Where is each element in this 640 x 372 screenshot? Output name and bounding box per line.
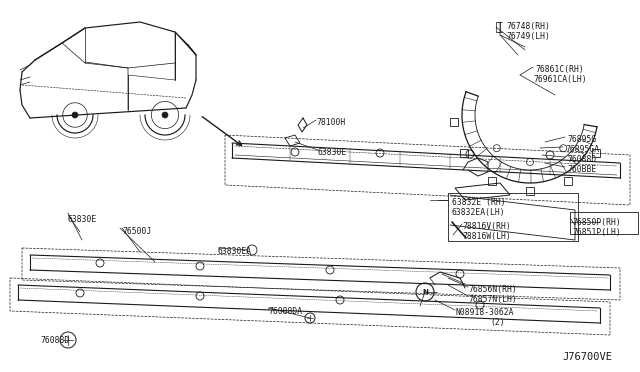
Bar bbox=[451, 118, 458, 126]
Text: (2): (2) bbox=[490, 318, 504, 327]
Text: 76500J: 76500J bbox=[122, 227, 151, 236]
Text: 76088D: 76088D bbox=[40, 336, 69, 345]
Text: 76748(RH): 76748(RH) bbox=[506, 22, 550, 31]
Circle shape bbox=[72, 112, 78, 118]
Text: 76850P(RH): 76850P(RH) bbox=[572, 218, 621, 227]
Bar bbox=[526, 187, 534, 195]
Text: 76088DA: 76088DA bbox=[268, 307, 302, 316]
Text: N: N bbox=[422, 289, 428, 295]
Text: 76895G: 76895G bbox=[567, 135, 596, 144]
Text: 63832EA(LH): 63832EA(LH) bbox=[452, 208, 506, 217]
Circle shape bbox=[162, 112, 168, 118]
Bar bbox=[460, 149, 468, 157]
Text: 76895GA: 76895GA bbox=[565, 145, 599, 154]
Text: 78100H: 78100H bbox=[316, 118, 345, 127]
Bar bbox=[488, 177, 496, 185]
Text: 63830E: 63830E bbox=[318, 148, 348, 157]
Text: 63832E (RH): 63832E (RH) bbox=[452, 198, 506, 207]
Text: 76851P(LH): 76851P(LH) bbox=[572, 228, 621, 237]
Text: 76749(LH): 76749(LH) bbox=[506, 32, 550, 41]
Text: N08918-3062A: N08918-3062A bbox=[455, 308, 513, 317]
Text: 760BBE: 760BBE bbox=[567, 165, 596, 174]
Bar bbox=[570, 212, 638, 234]
Text: 78816W(LH): 78816W(LH) bbox=[462, 232, 511, 241]
Text: 63830EA: 63830EA bbox=[218, 247, 252, 256]
Text: 76861C(RH): 76861C(RH) bbox=[535, 65, 584, 74]
Text: 76856N(RH): 76856N(RH) bbox=[468, 285, 516, 294]
Text: 76088D: 76088D bbox=[567, 155, 596, 164]
Bar bbox=[592, 149, 600, 157]
Bar bbox=[448, 193, 578, 241]
Text: 63830E: 63830E bbox=[68, 215, 97, 224]
Bar bbox=[564, 177, 572, 185]
Text: 76857N(LH): 76857N(LH) bbox=[468, 295, 516, 304]
Text: J76700VE: J76700VE bbox=[562, 352, 612, 362]
Text: 76961CA(LH): 76961CA(LH) bbox=[533, 75, 587, 84]
Text: 78816V(RH): 78816V(RH) bbox=[462, 222, 511, 231]
